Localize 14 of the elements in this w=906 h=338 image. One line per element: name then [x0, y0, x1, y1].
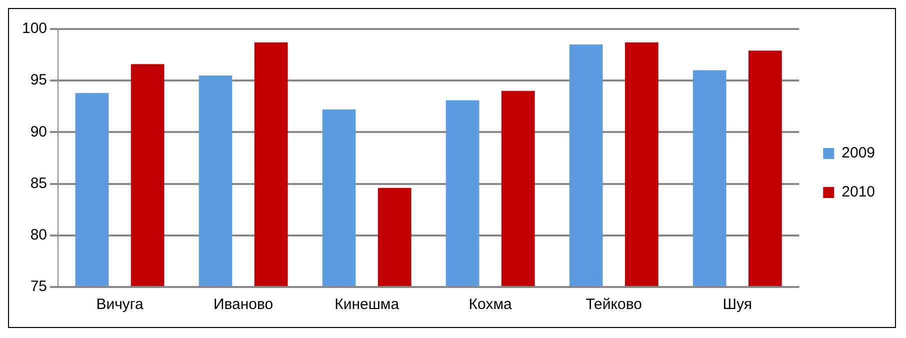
- y-tick-label: 90: [30, 123, 48, 140]
- x-tick-label: Тейково: [586, 296, 642, 314]
- y-tick-label: 100: [22, 20, 48, 38]
- y-tick-label: 75: [30, 278, 48, 296]
- legend-label: 2009: [842, 144, 876, 162]
- y-tick-label: 80: [30, 226, 48, 244]
- x-tick-label: Вичуга: [96, 296, 144, 314]
- x-tick-label: Иваново: [213, 296, 274, 314]
- y-tick-label: 95: [30, 72, 48, 89]
- x-tick-label: Кохма: [468, 296, 513, 314]
- x-tick-label: Шуя: [722, 296, 752, 314]
- y-tick-label: 85: [30, 174, 48, 192]
- legend-label: 2010: [842, 184, 876, 201]
- x-tick-label: Кинешма: [334, 296, 400, 314]
